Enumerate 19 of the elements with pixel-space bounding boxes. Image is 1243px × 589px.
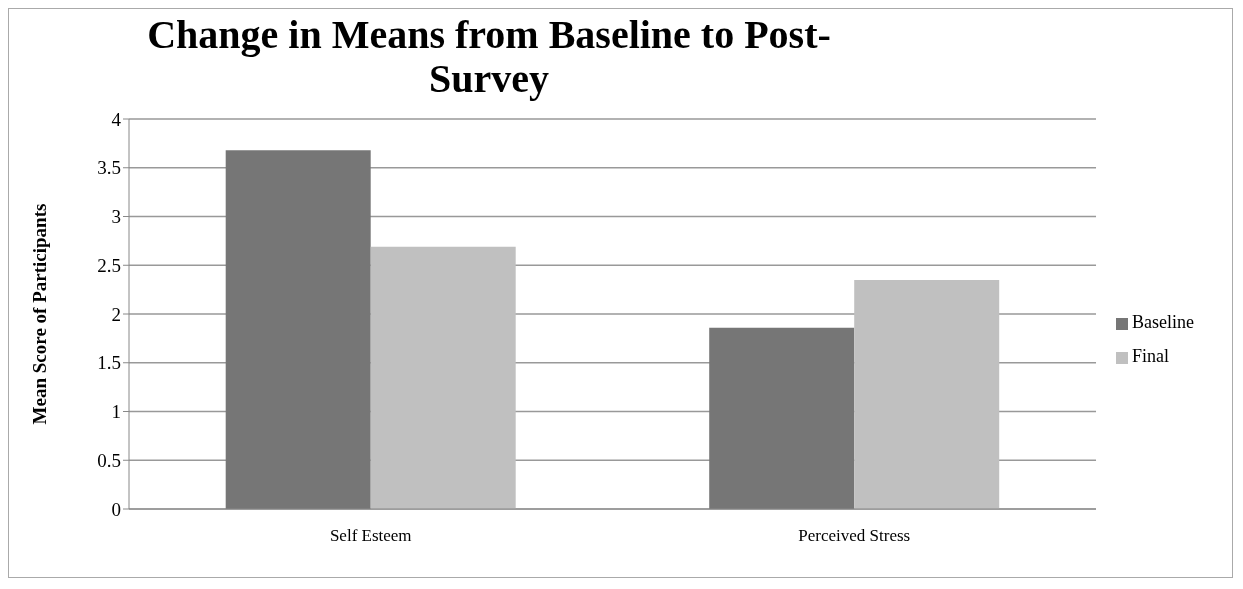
- x-tick-label: Perceived Stress: [798, 526, 911, 546]
- x-tick-label: Self Esteem: [329, 526, 412, 546]
- y-tick-label: 4: [111, 108, 122, 130]
- legend-label: Final: [1132, 346, 1170, 366]
- y-tick-label: 2.5: [97, 254, 121, 276]
- legend-label: Baseline: [1132, 312, 1194, 332]
- bar: [709, 327, 855, 509]
- y-tick-label: 1: [111, 401, 121, 423]
- y-tick-label: 0.5: [97, 449, 121, 471]
- bar: [225, 150, 371, 509]
- y-tick-label: 3.5: [97, 157, 121, 179]
- y-axis-title: Mean Score of Participants: [28, 203, 50, 425]
- chart-title: Change in Means from Baseline to Post-Survey: [146, 12, 832, 101]
- y-tick-label: 3: [111, 206, 121, 228]
- y-tick-label: 2: [111, 303, 121, 325]
- y-tick-label: 1.5: [97, 352, 121, 374]
- bar: [370, 246, 516, 509]
- bar: [854, 279, 1000, 509]
- y-tick-label: 0: [111, 498, 121, 520]
